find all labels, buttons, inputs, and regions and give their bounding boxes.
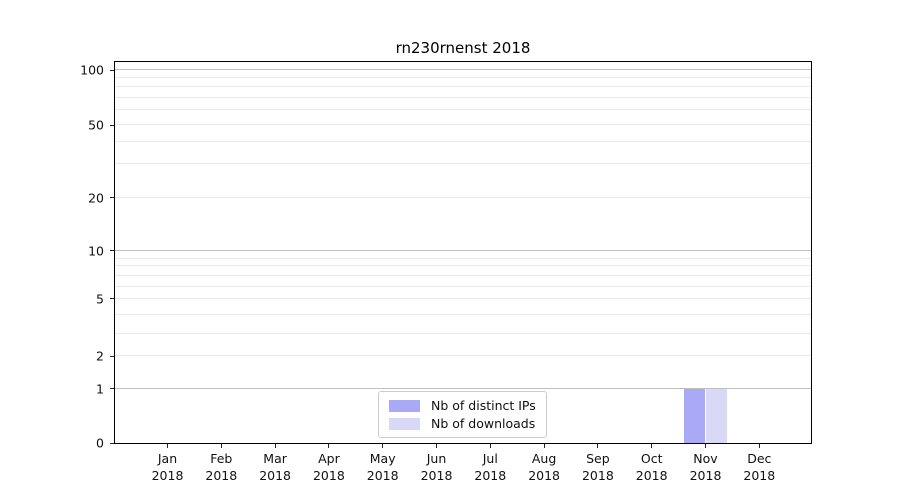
x-label-month: Mar xyxy=(263,451,287,466)
x-tick-label-dec: Dec 2018 xyxy=(743,450,775,484)
x-label-year: 2018 xyxy=(474,468,507,483)
y-tickmark-5 xyxy=(110,298,114,300)
x-tickmark-aug xyxy=(543,444,545,448)
x-tick-label-nov: Nov 2018 xyxy=(690,450,722,484)
minor-gridline xyxy=(115,140,811,142)
x-label-month: Jul xyxy=(482,451,498,466)
y-tickmark-0 xyxy=(110,442,114,444)
y-tick-label-100: 100 xyxy=(80,62,104,78)
x-label-year: 2018 xyxy=(743,468,776,483)
x-label-year: 2018 xyxy=(366,468,399,483)
legend: Nb of distinct IPs Nb of downloads xyxy=(378,391,547,438)
minor-gridline xyxy=(115,163,811,164)
gridline-y-1 xyxy=(115,387,811,389)
bar-downloads-nov xyxy=(705,388,728,443)
y-tick-label-50: 50 xyxy=(88,117,104,133)
x-tickmark-apr xyxy=(328,444,330,448)
x-tick-label-sep: Sep 2018 xyxy=(582,450,614,484)
legend-label-distinct-ips: Nb of distinct IPs xyxy=(431,398,536,413)
x-tickmark-oct xyxy=(651,444,653,448)
x-label-year: 2018 xyxy=(151,468,184,483)
minor-gridline xyxy=(115,86,811,88)
y-tick-label-1: 1 xyxy=(96,381,104,397)
x-label-month: Dec xyxy=(747,451,772,466)
x-tick-label-mar: Mar 2018 xyxy=(259,450,291,484)
legend-entry-distinct-ips: Nb of distinct IPs xyxy=(389,398,538,413)
x-tick-label-feb: Feb 2018 xyxy=(205,450,237,484)
x-tick-label-apr: Apr 2018 xyxy=(313,450,345,484)
minor-gridline xyxy=(115,333,811,334)
x-label-month: Feb xyxy=(210,451,233,466)
minor-gridline xyxy=(115,109,811,111)
gridline-y-20 xyxy=(115,196,811,198)
x-tick-label-jul: Jul 2018 xyxy=(474,450,506,484)
gridline-y-10 xyxy=(115,249,811,251)
x-tickmark-may xyxy=(382,444,384,448)
x-tickmark-nov xyxy=(705,444,706,448)
x-label-year: 2018 xyxy=(689,468,722,483)
x-tickmark-jan xyxy=(167,444,168,448)
x-tick-label-jan: Jan 2018 xyxy=(152,450,184,484)
x-label-year: 2018 xyxy=(259,468,291,483)
minor-gridline xyxy=(115,96,811,98)
gridline-y-50 xyxy=(115,124,811,126)
y-tickmark-10 xyxy=(110,250,114,252)
y-tickmark-2 xyxy=(110,355,114,357)
x-label-year: 2018 xyxy=(312,468,345,483)
minor-gridline xyxy=(115,286,811,288)
x-tick-label-jun: Jun 2018 xyxy=(421,450,453,484)
x-tick-label-oct: Oct 2018 xyxy=(636,450,668,484)
x-tickmark-dec xyxy=(758,444,760,448)
gridline-y-5 xyxy=(115,297,811,299)
legend-swatch-downloads xyxy=(389,417,420,430)
legend-swatch-distinct-ips xyxy=(389,399,420,412)
legend-label-downloads: Nb of downloads xyxy=(431,416,536,431)
plot-area xyxy=(114,61,812,444)
y-tickmark-1 xyxy=(110,388,114,390)
y-tickmark-50 xyxy=(110,124,114,126)
x-label-year: 2018 xyxy=(420,468,453,483)
y-tick-label-10: 10 xyxy=(88,243,104,259)
x-label-month: Oct xyxy=(640,451,663,466)
x-label-year: 2018 xyxy=(581,468,614,483)
y-tick-label-2: 2 xyxy=(96,348,104,364)
x-label-month: Jun xyxy=(426,451,447,466)
x-tickmark-jun xyxy=(436,444,437,448)
y-tick-label-20: 20 xyxy=(88,190,104,206)
y-tickmark-20 xyxy=(110,197,114,199)
x-tickmark-jul xyxy=(489,444,491,448)
x-tick-label-may: May 2018 xyxy=(367,450,399,484)
chart-title: rn230rnenst 2018 xyxy=(395,39,531,57)
minor-gridline xyxy=(115,265,811,267)
x-label-month: Apr xyxy=(318,451,340,466)
y-tick-label-0: 0 xyxy=(96,435,104,451)
x-label-month: Nov xyxy=(693,451,718,466)
minor-gridline xyxy=(115,257,811,259)
legend-entry-downloads: Nb of downloads xyxy=(389,416,538,431)
x-label-month: Aug xyxy=(531,451,557,466)
minor-gridline xyxy=(115,77,811,79)
x-label-year: 2018 xyxy=(635,468,668,483)
x-tick-label-aug: Aug 2018 xyxy=(528,450,560,484)
minor-gridline xyxy=(115,313,811,315)
x-label-month: May xyxy=(369,451,396,466)
x-tickmark-feb xyxy=(220,444,222,448)
x-tickmark-sep xyxy=(597,444,599,448)
gridline-y-100 xyxy=(115,69,811,71)
x-label-year: 2018 xyxy=(205,468,238,483)
x-label-year: 2018 xyxy=(528,468,560,483)
x-label-month: Jan xyxy=(157,451,178,466)
minor-gridline xyxy=(115,275,811,277)
x-label-month: Sep xyxy=(586,451,610,466)
gridline-y-2 xyxy=(115,355,811,357)
x-tickmark-mar xyxy=(274,444,276,448)
y-tick-label-5: 5 xyxy=(96,291,104,307)
bar-distinct-ips-nov xyxy=(683,388,706,443)
y-tickmark-100 xyxy=(110,69,114,71)
